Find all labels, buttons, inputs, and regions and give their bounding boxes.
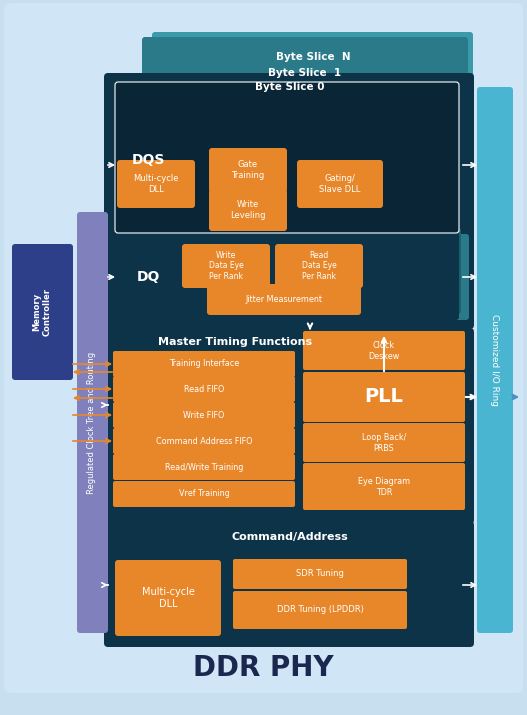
FancyBboxPatch shape xyxy=(303,331,465,370)
Text: Eye Diagram
TDR: Eye Diagram TDR xyxy=(358,478,410,497)
Text: Training Interface: Training Interface xyxy=(169,360,239,368)
Text: DQS: DQS xyxy=(131,153,164,167)
Text: DQ: DQ xyxy=(136,270,160,284)
Text: PLL: PLL xyxy=(365,388,404,407)
FancyBboxPatch shape xyxy=(113,454,295,480)
FancyBboxPatch shape xyxy=(233,591,407,629)
Text: Multi-cycle
DLL: Multi-cycle DLL xyxy=(142,587,194,608)
Text: Byte Slice  N: Byte Slice N xyxy=(276,52,350,62)
FancyBboxPatch shape xyxy=(77,212,108,633)
FancyBboxPatch shape xyxy=(113,402,295,428)
Text: Multi-cycle
DLL: Multi-cycle DLL xyxy=(133,174,179,194)
FancyBboxPatch shape xyxy=(297,160,383,208)
Text: Master Timing Functions: Master Timing Functions xyxy=(158,337,312,347)
Text: Byte Slice  1: Byte Slice 1 xyxy=(268,68,341,78)
Text: Gating/
Slave DLL: Gating/ Slave DLL xyxy=(319,174,360,194)
FancyBboxPatch shape xyxy=(104,73,474,329)
FancyBboxPatch shape xyxy=(275,244,363,288)
FancyBboxPatch shape xyxy=(303,372,465,422)
FancyBboxPatch shape xyxy=(145,234,469,320)
FancyBboxPatch shape xyxy=(209,189,287,231)
FancyBboxPatch shape xyxy=(303,423,465,462)
FancyBboxPatch shape xyxy=(104,328,474,524)
Text: Command/Address: Command/Address xyxy=(232,532,348,542)
Text: Byte Slice 0: Byte Slice 0 xyxy=(255,82,325,92)
Text: Clock
Deskew: Clock Deskew xyxy=(368,341,399,360)
Text: Gate
Training: Gate Training xyxy=(231,160,265,179)
FancyBboxPatch shape xyxy=(117,160,195,208)
FancyBboxPatch shape xyxy=(113,428,295,454)
Text: Loop Back/
PRBS: Loop Back/ PRBS xyxy=(362,433,406,453)
FancyBboxPatch shape xyxy=(142,37,468,93)
Text: Memory
Controller: Memory Controller xyxy=(32,288,52,336)
Text: SDR Tuning: SDR Tuning xyxy=(296,570,344,578)
FancyBboxPatch shape xyxy=(113,376,295,402)
FancyBboxPatch shape xyxy=(152,32,473,78)
FancyBboxPatch shape xyxy=(113,351,295,377)
Text: DDR PHY: DDR PHY xyxy=(193,654,333,682)
Text: Write FIFO: Write FIFO xyxy=(183,410,225,420)
Text: Command Address FIFO: Command Address FIFO xyxy=(156,436,252,445)
Text: Jitter Measurement: Jitter Measurement xyxy=(246,295,323,305)
FancyBboxPatch shape xyxy=(303,463,465,510)
FancyBboxPatch shape xyxy=(477,87,513,633)
FancyBboxPatch shape xyxy=(182,244,270,288)
FancyBboxPatch shape xyxy=(104,521,474,647)
FancyBboxPatch shape xyxy=(115,560,221,636)
FancyBboxPatch shape xyxy=(137,228,461,314)
FancyBboxPatch shape xyxy=(4,3,523,693)
Text: Vref Training: Vref Training xyxy=(179,490,229,498)
Text: Regulated Clock Tree and Routing: Regulated Clock Tree and Routing xyxy=(87,352,96,494)
FancyBboxPatch shape xyxy=(209,148,287,192)
FancyBboxPatch shape xyxy=(113,481,295,507)
Text: Read
Data Eye
Per Rank: Read Data Eye Per Rank xyxy=(301,251,336,281)
Text: Write
Data Eye
Per Rank: Write Data Eye Per Rank xyxy=(209,251,243,281)
FancyBboxPatch shape xyxy=(233,559,407,589)
Text: Read FIFO: Read FIFO xyxy=(184,385,224,393)
Text: Read/Write Training: Read/Write Training xyxy=(165,463,243,471)
Text: Write
Leveling: Write Leveling xyxy=(230,200,266,220)
FancyBboxPatch shape xyxy=(207,284,361,315)
FancyBboxPatch shape xyxy=(115,232,459,320)
Text: DDR Tuning (LPDDR): DDR Tuning (LPDDR) xyxy=(277,606,364,614)
Text: Customized I/O Ring: Customized I/O Ring xyxy=(491,314,500,406)
FancyBboxPatch shape xyxy=(12,244,73,380)
FancyBboxPatch shape xyxy=(115,82,459,233)
